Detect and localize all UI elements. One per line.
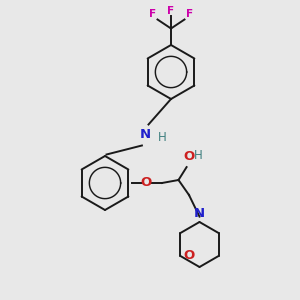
Text: O: O (140, 176, 151, 190)
Text: O: O (183, 151, 195, 164)
Text: O: O (184, 249, 195, 262)
Text: H: H (158, 131, 167, 144)
Text: H: H (194, 149, 202, 162)
Text: N: N (194, 207, 205, 220)
Text: F: F (167, 6, 175, 16)
Text: N: N (140, 128, 151, 142)
Text: F: F (149, 9, 156, 19)
Text: F: F (186, 9, 193, 19)
